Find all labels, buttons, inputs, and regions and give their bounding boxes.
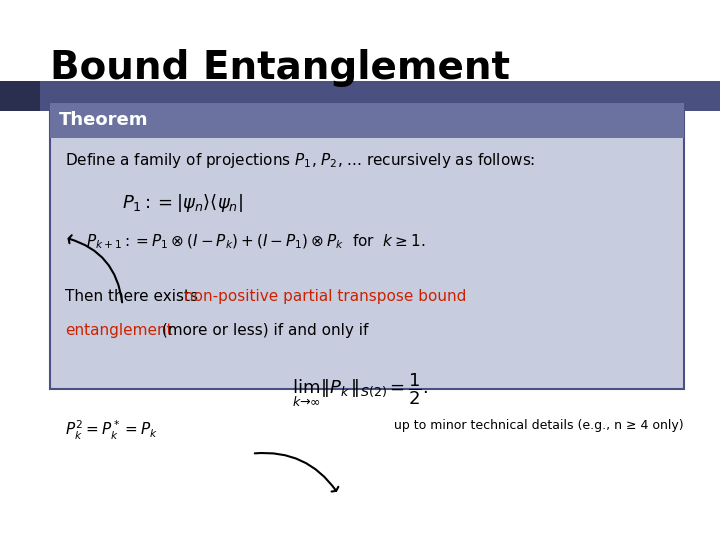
- FancyBboxPatch shape: [0, 81, 720, 111]
- Text: Bound Entanglement: Bound Entanglement: [50, 49, 510, 86]
- Text: non-positive partial transpose bound: non-positive partial transpose bound: [184, 289, 466, 304]
- Text: Then there exists: Then there exists: [65, 289, 202, 304]
- FancyBboxPatch shape: [50, 103, 684, 389]
- Text: $P_{k+1} := P_1 \otimes (I - P_k) + (I - P_1) \otimes P_k$  for  $k \geq 1.$: $P_{k+1} := P_1 \otimes (I - P_k) + (I -…: [86, 232, 426, 251]
- FancyBboxPatch shape: [0, 81, 40, 111]
- Text: Define a family of projections $P_1$, $P_2$, ... recursively as follows:: Define a family of projections $P_1$, $P…: [65, 151, 535, 170]
- Text: entanglement: entanglement: [65, 323, 172, 338]
- Text: up to minor technical details (e.g., n ≥ 4 only): up to minor technical details (e.g., n ≥…: [395, 418, 684, 431]
- Text: $P_1 := |\psi_n\rangle\langle\psi_n|$: $P_1 := |\psi_n\rangle\langle\psi_n|$: [122, 192, 243, 214]
- Text: Theorem: Theorem: [59, 111, 148, 129]
- Text: $\lim_{k\to\infty} \|P_k\|_{S(2)} = \dfrac{1}{2}.$: $\lim_{k\to\infty} \|P_k\|_{S(2)} = \dfr…: [292, 372, 428, 409]
- FancyBboxPatch shape: [50, 103, 684, 138]
- Text: (more or less) if and only if: (more or less) if and only if: [157, 323, 369, 338]
- Text: $P_k^2 = P_k^* = P_k$: $P_k^2 = P_k^* = P_k$: [65, 418, 158, 442]
